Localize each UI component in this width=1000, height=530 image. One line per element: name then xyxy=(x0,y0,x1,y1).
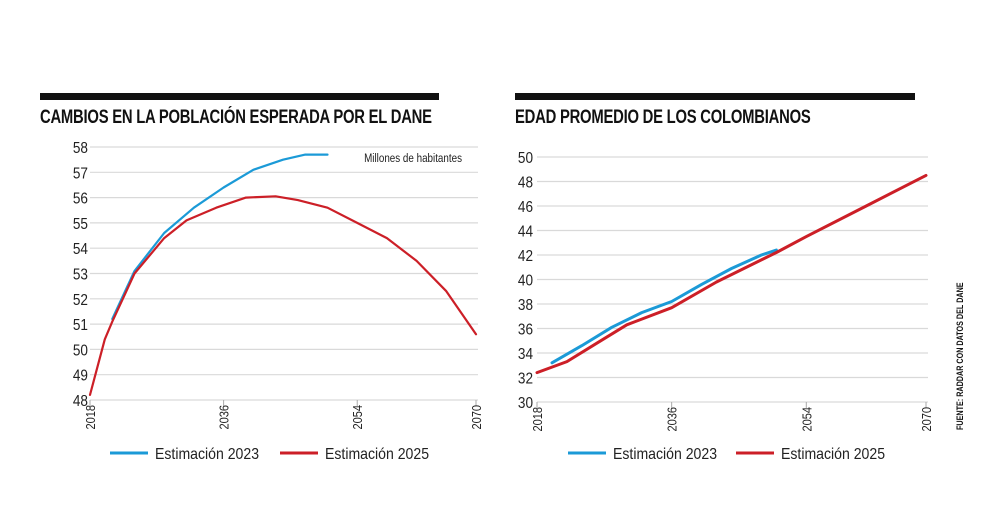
x-tick-label: 2054 xyxy=(799,407,814,432)
legend-label: Estimación 2023 xyxy=(613,445,717,463)
x-tick-label: 2018 xyxy=(530,407,545,432)
x-tick-label: 2070 xyxy=(469,405,484,430)
y-tick-label: 50 xyxy=(518,150,533,167)
title-bar-2 xyxy=(515,93,915,100)
x-tick-label: 2036 xyxy=(665,407,680,432)
chart-title-2: EDAD PROMEDIO DE LOS COLOMBIANOS xyxy=(515,107,811,128)
y-tick-label: 50 xyxy=(73,342,88,359)
legend-label: Estimación 2023 xyxy=(155,445,259,463)
y-tick-label: 42 xyxy=(518,248,533,265)
y-tick-label: 44 xyxy=(518,224,533,241)
y-tick-label: 51 xyxy=(73,317,88,334)
series-line-2023 xyxy=(550,248,778,365)
legend-label: Estimación 2025 xyxy=(325,445,429,463)
legend-label: Estimación 2025 xyxy=(781,445,885,463)
y-tick-label: 48 xyxy=(73,393,88,410)
y-tick-label: 38 xyxy=(518,297,533,314)
y-tick-label: 49 xyxy=(73,368,88,385)
y-tick-label: 40 xyxy=(518,273,533,290)
y-tick-label: 48 xyxy=(518,175,533,192)
y-tick-label: 55 xyxy=(73,216,88,233)
y-tick-label: 56 xyxy=(73,191,88,208)
x-tick-label: 2054 xyxy=(350,405,365,430)
chart-title-1: CAMBIOS EN LA POBLACIÓN ESPERADA POR EL … xyxy=(40,107,432,128)
x-tick-label: 2070 xyxy=(919,407,934,432)
y-tick-label: 36 xyxy=(518,322,533,339)
annotation: Millones de habitantes xyxy=(364,152,462,165)
y-tick-label: 34 xyxy=(518,346,533,363)
series-line-2025 xyxy=(88,195,478,396)
series-line-2023 xyxy=(111,153,329,321)
y-tick-label: 54 xyxy=(73,241,88,258)
x-tick-label: 2036 xyxy=(217,405,232,430)
y-tick-label: 46 xyxy=(518,199,533,216)
y-tick-label: 57 xyxy=(73,165,88,182)
x-tick-label: 2018 xyxy=(83,405,98,430)
y-tick-label: 32 xyxy=(518,371,533,388)
series-line-2025 xyxy=(535,173,928,375)
y-tick-label: 53 xyxy=(73,267,88,284)
title-bar-1 xyxy=(40,93,439,100)
y-tick-label: 58 xyxy=(73,140,88,157)
y-tick-label: 52 xyxy=(73,292,88,309)
y-tick-label: 30 xyxy=(518,395,533,412)
